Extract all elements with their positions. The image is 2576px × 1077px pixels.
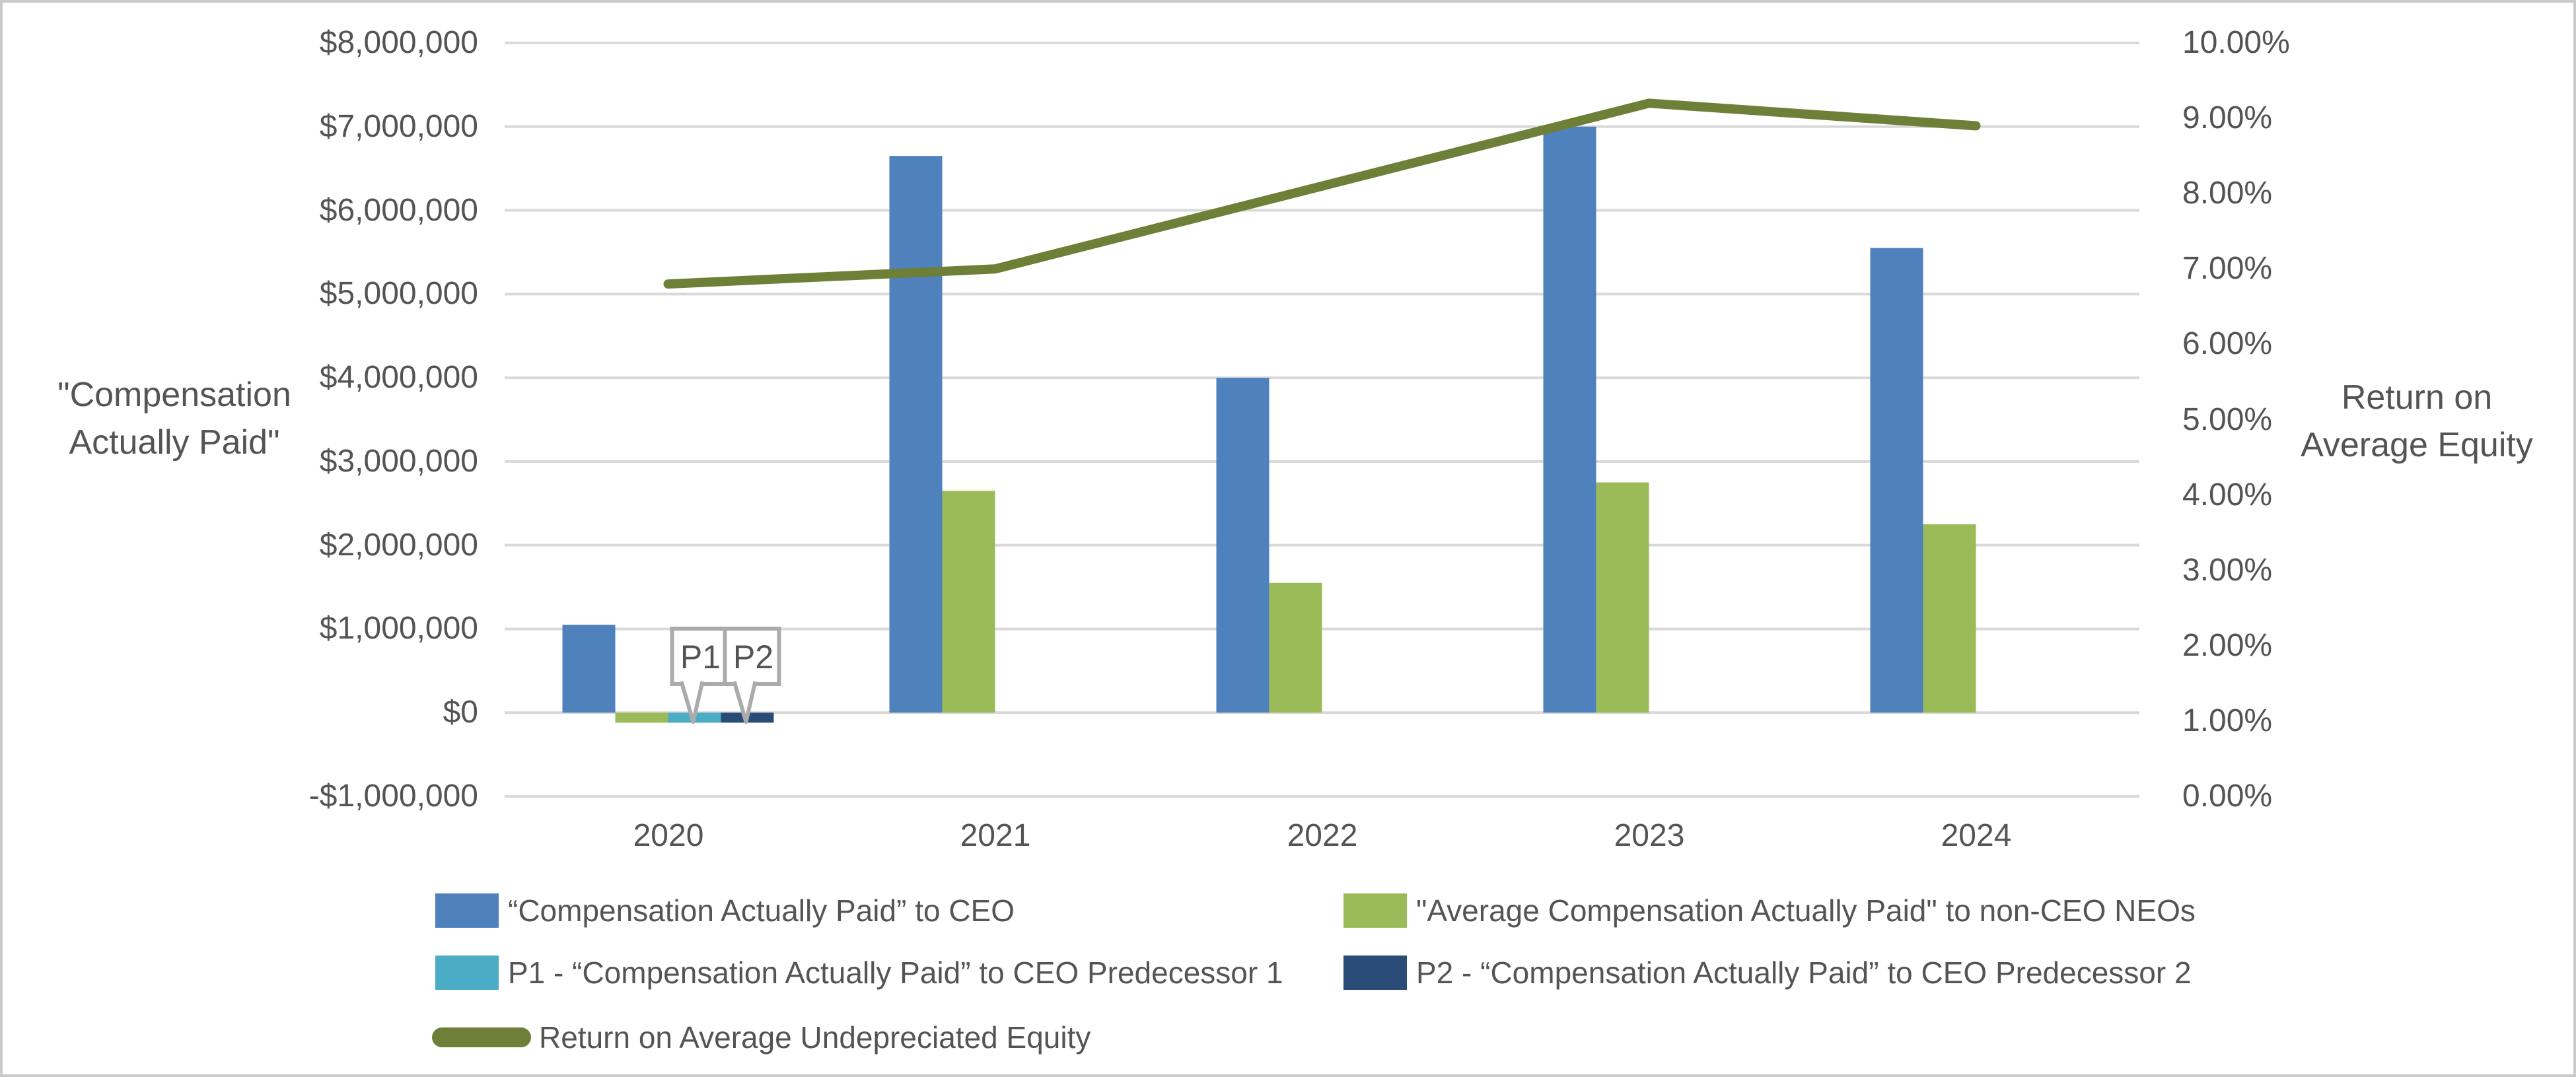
legend-label-p1: P1 - “Compensation Actually Paid” to CEO… bbox=[508, 955, 1283, 990]
left-axis-tick: $5,000,000 bbox=[319, 276, 478, 311]
legend-item-p1: P1 - “Compensation Actually Paid” to CEO… bbox=[435, 955, 1283, 990]
right-axis-tick: 2.00% bbox=[2182, 628, 2273, 663]
roe-line-path bbox=[663, 98, 1981, 289]
x-axis-label: 2021 bbox=[960, 818, 1031, 853]
left-axis-tick: $7,000,000 bbox=[319, 109, 478, 144]
callout-label-P2: P2 bbox=[733, 639, 773, 676]
bar-2020-s1 bbox=[615, 712, 668, 723]
bar-2024-s0 bbox=[1870, 248, 1923, 713]
left-axis-tick: $0 bbox=[443, 695, 478, 730]
bar-2020-s0 bbox=[562, 625, 616, 713]
legend-item-ceo: “Compensation Actually Paid” to CEO bbox=[435, 893, 1015, 928]
bar-2021-s1 bbox=[942, 491, 995, 713]
bars bbox=[562, 126, 1976, 723]
bar-2021-s0 bbox=[889, 156, 943, 713]
bar-2022-s1 bbox=[1269, 582, 1322, 713]
left-axis-title: "Compensation Actually Paid" bbox=[57, 376, 291, 462]
legend-item-p2: P2 - “Compensation Actually Paid” to CEO… bbox=[1343, 955, 2192, 990]
legend-swatch-roe-line bbox=[432, 1027, 531, 1047]
right-axis-tick: 1.00% bbox=[2182, 703, 2273, 738]
left-axis-tick: $8,000,000 bbox=[319, 25, 478, 60]
right-axis-tick: 3.00% bbox=[2182, 553, 2273, 588]
left-axis-tick: $2,000,000 bbox=[319, 528, 478, 563]
callout-label-P1: P1 bbox=[680, 639, 721, 676]
legend-swatch-p1 bbox=[435, 955, 499, 990]
callout-tail-P1 bbox=[679, 681, 705, 724]
legend-swatch-neos bbox=[1343, 893, 1407, 928]
callout-tail-P2 bbox=[732, 681, 758, 724]
left-axis-tick: $4,000,000 bbox=[319, 360, 478, 395]
legend-swatch-ceo bbox=[435, 893, 499, 928]
left-axis-tick: $3,000,000 bbox=[319, 444, 478, 479]
right-axis-tick: 8.00% bbox=[2182, 176, 2273, 211]
bar-2023-s1 bbox=[1596, 482, 1649, 713]
legend-label-neos: "Average Compensation Actually Paid" to … bbox=[1416, 893, 2196, 928]
right-axis-tick: 4.00% bbox=[2182, 477, 2273, 512]
bar-2024-s1 bbox=[1923, 524, 1976, 713]
left-axis-tick: $1,000,000 bbox=[319, 611, 478, 646]
x-axis-label: 2024 bbox=[1941, 818, 2012, 853]
right-axis-tick: 6.00% bbox=[2182, 326, 2273, 361]
x-axis-label: 2022 bbox=[1287, 818, 1358, 853]
right-axis-title: Return on Average Equity bbox=[2301, 378, 2533, 464]
legend-label-ceo: “Compensation Actually Paid” to CEO bbox=[508, 893, 1015, 928]
legend-item-roe: Return on Average Undepreciated Equity bbox=[432, 1020, 1091, 1055]
x-axis-label: 2020 bbox=[633, 818, 704, 853]
legend-label-p2: P2 - “Compensation Actually Paid” to CEO… bbox=[1416, 955, 2192, 990]
callout-box-P1 bbox=[670, 627, 729, 686]
right-axis-tick: 0.00% bbox=[2182, 779, 2273, 814]
callouts: P1 P2 bbox=[670, 627, 781, 724]
right-axis-tick: 7.00% bbox=[2182, 251, 2273, 286]
bar-2023-s0 bbox=[1543, 126, 1596, 713]
right-axis-tick: 5.00% bbox=[2182, 402, 2273, 437]
left-axis-tick: -$1,000,000 bbox=[308, 779, 478, 814]
roe-line bbox=[663, 98, 1981, 289]
legend-label-roe: Return on Average Undepreciated Equity bbox=[539, 1020, 1091, 1055]
right-axis-tick: 10.00% bbox=[2182, 25, 2290, 60]
chart-plot-svg: P1 P2 bbox=[505, 42, 2139, 798]
left-axis-tick: $6,000,000 bbox=[319, 193, 478, 228]
bar-2022-s0 bbox=[1216, 378, 1270, 713]
legend-swatch-p2 bbox=[1343, 955, 1407, 990]
right-axis-tick: 9.00% bbox=[2182, 100, 2273, 135]
x-axis-label: 2023 bbox=[1614, 818, 1685, 853]
legend-item-neos: "Average Compensation Actually Paid" to … bbox=[1343, 893, 2196, 928]
